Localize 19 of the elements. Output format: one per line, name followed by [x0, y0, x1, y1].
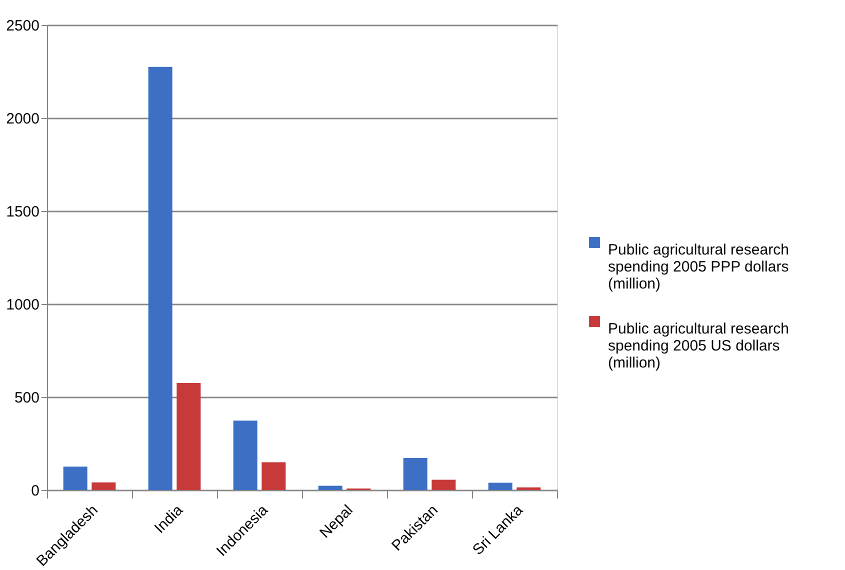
- bar: [148, 66, 172, 490]
- bar: [63, 466, 88, 490]
- bar: [262, 462, 286, 490]
- bar: [516, 487, 541, 490]
- bar: [92, 482, 116, 490]
- y-tick-label: 1500: [6, 204, 40, 220]
- bar: [233, 420, 258, 490]
- legend-label: Public agricultural research spending 2005 US dollars (million): [608, 320, 789, 372]
- bar: [403, 458, 428, 490]
- y-tick-label: 2000: [6, 110, 40, 128]
- y-tick-label: 2500: [6, 18, 40, 34]
- bar: [318, 486, 342, 490]
- bar: [488, 482, 512, 490]
- y-tick-label: 0: [31, 482, 40, 500]
- legend-label: Public agricultural research spending 2005 PPP dollars (million): [608, 242, 789, 292]
- y-tick-label: 500: [14, 390, 40, 406]
- bar: [176, 383, 201, 490]
- bar: [432, 480, 456, 490]
- y-tick-label: 1000: [6, 296, 40, 314]
